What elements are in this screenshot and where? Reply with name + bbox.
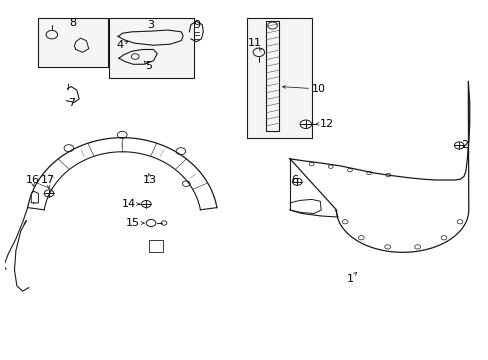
- Bar: [109, 18, 194, 78]
- Bar: [246, 18, 311, 138]
- Bar: [39, 18, 108, 67]
- Text: 13: 13: [142, 175, 156, 185]
- Text: 7: 7: [68, 98, 75, 108]
- Text: 3: 3: [147, 20, 154, 30]
- Text: 1: 1: [346, 274, 353, 284]
- Text: 6: 6: [291, 175, 298, 185]
- Text: 5: 5: [145, 61, 152, 71]
- Text: 11: 11: [247, 38, 262, 48]
- Text: 10: 10: [311, 84, 325, 94]
- Bar: [148, 240, 163, 252]
- Text: 17: 17: [41, 175, 55, 185]
- Text: 14: 14: [121, 199, 135, 209]
- Text: 15: 15: [126, 218, 140, 228]
- Text: 16: 16: [26, 175, 40, 185]
- Text: 12: 12: [319, 118, 333, 129]
- Text: 4: 4: [116, 40, 123, 50]
- Text: 2: 2: [461, 140, 468, 150]
- Text: 8: 8: [69, 18, 76, 28]
- Text: 9: 9: [193, 20, 200, 30]
